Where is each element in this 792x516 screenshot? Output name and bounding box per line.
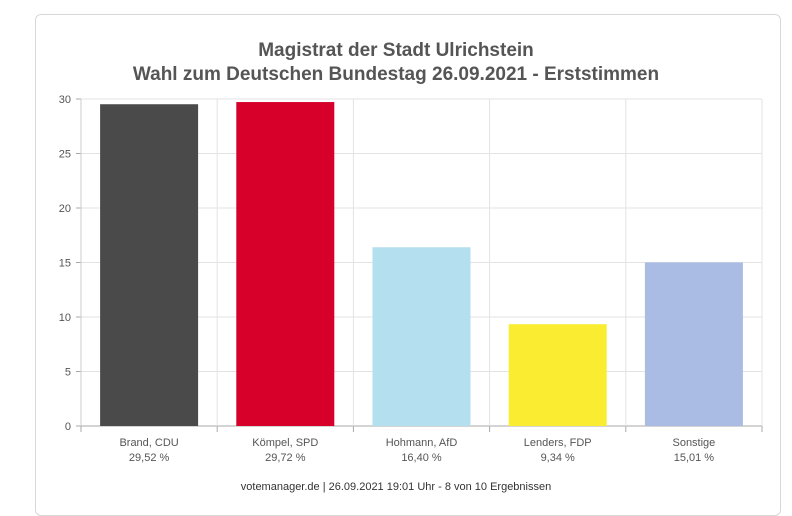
bar-4 xyxy=(508,324,607,426)
value-label: 15,01 % xyxy=(674,452,715,464)
bar-1 xyxy=(100,104,199,427)
y-tick-label: 30 xyxy=(59,94,71,106)
y-tick-label: 0 xyxy=(65,421,71,433)
chart-title: Magistrat der Stadt Ulrichstein xyxy=(258,40,534,61)
chart-subtitle: Wahl zum Deutschen Bundestag 26.09.2021 … xyxy=(132,64,660,85)
y-tick-label: 25 xyxy=(59,149,71,161)
bar-5 xyxy=(644,262,743,426)
y-tick-label: 20 xyxy=(59,203,71,215)
value-label: 16,40 % xyxy=(401,452,442,464)
value-label: 29,52 % xyxy=(129,452,170,464)
y-tick-label: 15 xyxy=(59,258,71,270)
value-label: 29,72 % xyxy=(265,452,306,464)
category-label: Kömpel, SPD xyxy=(252,437,318,449)
bar-2 xyxy=(236,102,335,426)
category-label: Brand, CDU xyxy=(119,437,178,449)
value-label: 9,34 % xyxy=(541,452,575,464)
category-label: Sonstige xyxy=(672,437,715,449)
y-tick-label: 5 xyxy=(65,367,71,379)
category-label: Hohmann, AfD xyxy=(386,437,458,449)
bar-3 xyxy=(372,247,471,426)
category-label: Lenders, FDP xyxy=(524,437,592,449)
footer-source: votemanager.de | 26.09.2021 19:01 Uhr - … xyxy=(240,481,552,493)
y-tick-label: 10 xyxy=(59,312,71,324)
